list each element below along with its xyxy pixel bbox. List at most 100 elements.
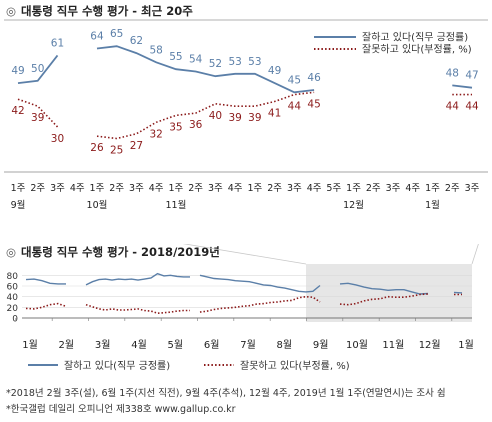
highlight-region [306,264,472,322]
y-tick-label: 60 [7,283,19,293]
x-month-label: 3월 [95,339,111,351]
data-label-1: 26 [90,142,104,154]
data-label-1: 41 [268,108,281,120]
data-label-0: 52 [209,58,222,70]
title-bullet-icon: ◎ [6,245,17,259]
x-tick-label: 1주 [11,183,26,194]
x-month-label: 8월 [277,339,293,351]
legend-label-1: 잘못하고 있다(부정률, %) [240,359,350,372]
x-tick-label: 2주 [188,183,203,194]
callout-line-right [471,244,479,265]
x-month-label: 9월 [313,339,329,351]
series-line-1 [199,295,321,313]
data-label-0: 53 [248,56,261,68]
x-tick-label: 4주 [405,183,420,194]
data-label-0: 47 [465,70,478,82]
x-tick-label: 4주 [149,183,164,194]
x-month-label: 1월 [22,339,38,351]
x-month-label: 1월 [425,199,440,211]
data-label-1: 39 [228,112,241,124]
series-line-0 [453,291,463,294]
x-tick-label: 2주 [109,183,124,194]
data-label-0: 54 [189,54,203,66]
x-tick-label: 4주 [228,183,243,194]
data-label-1: 36 [189,119,203,131]
series-line-1 [25,302,67,310]
x-month-label: 11월 [165,199,186,211]
legend-label-1: 잘못하고 있다(부정률, %) [362,43,472,56]
y-tick-label: 40 [7,293,19,303]
series-line-1 [85,303,190,315]
x-month-label: 10월 [346,339,368,351]
data-label-0: 49 [11,65,24,77]
footnotes: *2018년 2월 3주(설), 6월 1주(지선 직전), 9월 4주(추석)… [6,386,446,418]
data-label-1: 42 [11,105,24,117]
y-tick-label: 0 [12,315,18,325]
x-tick-label: 3주 [208,183,223,194]
data-label-0: 45 [288,74,301,86]
data-label-0: 62 [130,35,143,47]
footnote-2: *한국갤럽 데일리 오피니언 제338호 www.gallup.co.kr [6,404,236,415]
series-line-0 [17,45,473,94]
data-label-0: 46 [307,72,321,84]
legend-label-0: 잘하고 있다(직무 긍정률) [362,31,468,44]
data-label-0: 64 [90,30,104,42]
x-tick-label: 3주 [386,183,401,194]
x-month-label: 12월 [419,339,441,351]
data-label-1: 45 [307,98,320,110]
x-tick-label: 2주 [267,183,282,194]
x-month-label: 10월 [87,199,108,211]
x-tick-label: 4주 [307,183,322,194]
x-month-label: 6월 [204,339,220,351]
x-tick-label: 2주 [366,183,381,194]
series-line-0 [339,282,429,295]
data-label-1: 40 [209,110,222,122]
x-tick-label: 3주 [129,183,144,194]
x-month-label: 4월 [131,339,147,351]
x-month-label: 9월 [11,199,26,211]
bottom-chart-title-text: 대통령 직무 수행 평가 - 2018/2019년 [21,245,220,259]
data-label-0: 55 [169,51,182,63]
top-chart-title-text: 대통령 직무 수행 평가 - 최근 20주 [21,4,193,18]
x-tick-label: 4주 [70,183,85,194]
data-label-0: 48 [446,67,459,79]
data-label-1: 30 [51,133,64,145]
data-label-1: 35 [169,121,182,133]
data-label-0: 49 [268,65,281,77]
series-line-0 [85,272,190,286]
data-label-0: 65 [110,28,123,40]
x-tick-label: 3주 [50,183,65,194]
data-label-1: 44 [465,101,479,113]
x-month-label: 7월 [240,339,256,351]
series-line-1 [17,91,472,140]
x-month-label: 12월 [343,199,364,211]
data-label-1: 39 [31,112,44,124]
data-label-1: 32 [149,128,162,140]
data-label-1: 25 [110,144,123,156]
series-line-0 [199,274,321,293]
y-tick-label: 20 [7,304,19,314]
x-tick-label: 1주 [247,183,262,194]
callout-line-left [182,244,307,265]
x-tick-label: 1주 [425,183,440,194]
data-label-0: 58 [149,44,162,56]
data-label-0: 50 [31,63,44,75]
data-label-1: 27 [130,140,143,152]
data-label-1: 44 [288,101,302,113]
x-tick-label: 1주 [169,183,184,194]
title-bullet-icon: ◎ [6,4,17,18]
x-tick-label: 1주 [346,183,361,194]
x-tick-label: 1주 [90,183,105,194]
data-label-0: 61 [51,37,64,49]
x-tick-label: 2주 [30,183,45,194]
data-label-1: 39 [248,112,261,124]
legend-label-0: 잘하고 있다(직무 긍정률) [64,359,170,372]
y-tick-label: 80 [7,272,19,282]
x-tick-label: 5주 [326,183,341,194]
series-line-0 [25,278,66,285]
x-tick-label: 2주 [445,183,460,194]
x-month-label: 11월 [382,339,404,351]
footnote-1: *2018년 2월 3주(설), 6월 1주(지선 직전), 9월 4주(추석)… [6,388,446,399]
data-label-0: 53 [228,56,241,68]
